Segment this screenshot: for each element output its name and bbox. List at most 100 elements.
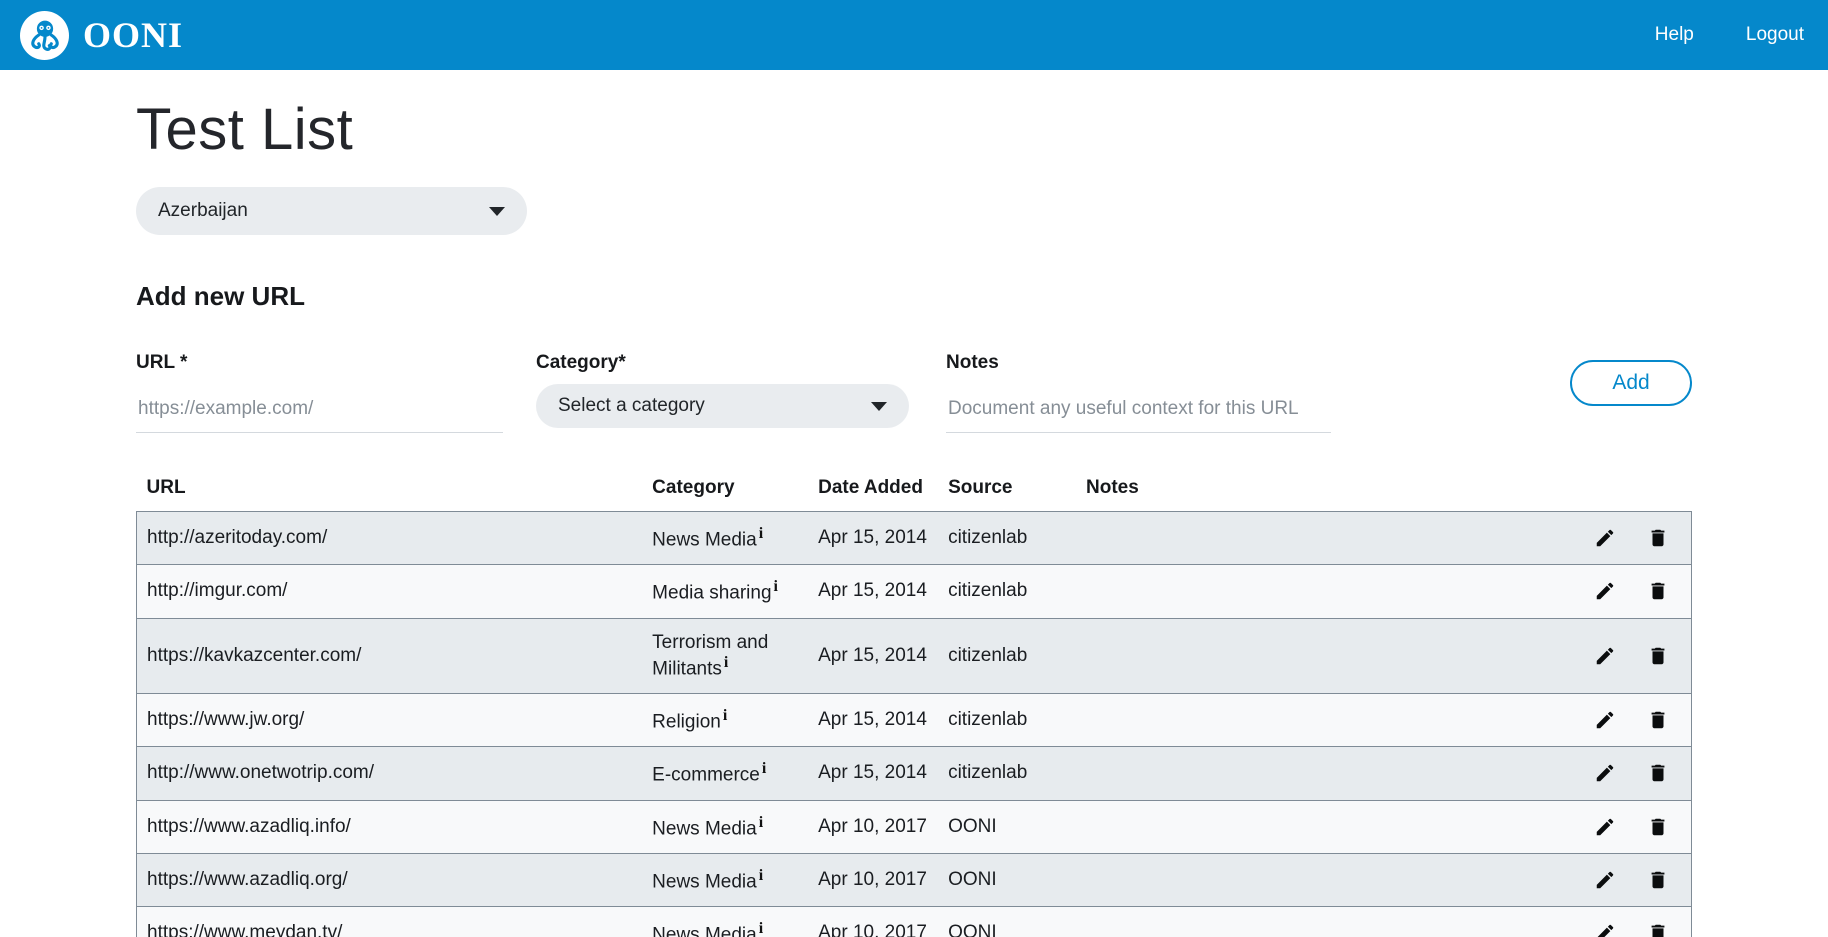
actions-cell xyxy=(1553,693,1692,746)
page-title: Test List xyxy=(136,97,354,162)
info-icon[interactable]: i xyxy=(758,866,764,884)
date-added-cell: Apr 10, 2017 xyxy=(818,922,927,937)
notes-field-group: Notes xyxy=(946,352,1331,433)
app-header: OONI Help Logout xyxy=(0,0,1828,70)
country-select[interactable]: Azerbaijan xyxy=(136,187,527,235)
source-cell: citizenlab xyxy=(948,709,1028,731)
notes-cell xyxy=(1078,747,1552,800)
column-header-date-added: Date Added xyxy=(818,477,923,498)
category-cell: Media sharing i xyxy=(644,565,810,618)
notes-cell xyxy=(1078,693,1552,746)
source-cell: OONI xyxy=(948,869,997,891)
edit-pencil-icon[interactable] xyxy=(1594,527,1616,549)
notes-cell xyxy=(1078,618,1552,693)
add-button[interactable]: Add xyxy=(1570,360,1692,406)
info-icon[interactable]: i xyxy=(773,578,778,596)
url-field-group: URL * xyxy=(136,352,503,433)
url-label: URL * xyxy=(136,352,188,373)
category-cell: News Media i xyxy=(644,907,810,937)
category-cell: News Media i xyxy=(644,512,810,565)
date-added-cell: Apr 10, 2017 xyxy=(818,869,927,891)
add-new-url-heading: Add new URL xyxy=(136,281,305,311)
actions-cell xyxy=(1553,618,1692,693)
info-icon[interactable]: i xyxy=(758,525,764,542)
category-cell: News Media i xyxy=(644,800,810,853)
info-icon[interactable]: i xyxy=(723,653,729,671)
delete-trash-icon[interactable] xyxy=(1647,645,1669,667)
delete-trash-icon[interactable] xyxy=(1647,580,1669,602)
delete-trash-icon[interactable] xyxy=(1647,816,1669,838)
help-link[interactable]: Help xyxy=(1654,24,1694,45)
table-row: https://www.azadliq.info/ News Media i Ap… xyxy=(136,800,1692,854)
table-row: https://www.meydan.tv/ News Media i Apr 1… xyxy=(136,906,1692,937)
edit-pencil-icon[interactable] xyxy=(1594,869,1616,891)
url-cell: http://imgur.com/ xyxy=(147,580,288,602)
actions-cell xyxy=(1553,565,1692,618)
category-text: News Media xyxy=(652,924,757,937)
edit-pencil-icon[interactable] xyxy=(1594,580,1616,602)
info-icon[interactable]: i xyxy=(758,813,764,831)
table-row: https://www.azadliq.org/ News Media i Apr… xyxy=(136,853,1692,907)
url-table-header: URL Category Date Added Source Notes xyxy=(137,467,1692,512)
category-text: Religion xyxy=(652,711,721,733)
edit-pencil-icon[interactable] xyxy=(1594,922,1616,937)
add-url-form: URL * Category* Select a category Notes … xyxy=(136,352,1692,433)
table-row: https://kavkazcenter.com/ Terrorism and … xyxy=(136,618,1692,694)
url-cell: https://www.jw.org/ xyxy=(147,709,305,731)
column-header-actions xyxy=(1553,467,1692,512)
source-cell: OONI xyxy=(948,815,997,837)
main-content: Test List Azerbaijan Add new URL URL * C… xyxy=(0,96,1828,937)
category-select[interactable]: Select a category xyxy=(536,384,909,428)
brand[interactable]: OONI xyxy=(20,10,183,60)
notes-cell xyxy=(1078,512,1552,565)
category-label: Category* xyxy=(536,352,626,373)
url-cell: http://azeritoday.com/ xyxy=(147,527,328,549)
delete-trash-icon[interactable] xyxy=(1647,922,1669,937)
notes-cell xyxy=(1078,565,1552,618)
url-cell: https://www.azadliq.info/ xyxy=(147,815,351,837)
category-cell: Terrorism and Militants i xyxy=(644,618,810,693)
column-header-category: Category xyxy=(652,477,735,498)
actions-cell xyxy=(1553,907,1692,937)
table-row: http://imgur.com/ Media sharing i Apr 15,… xyxy=(136,564,1692,619)
edit-pencil-icon[interactable] xyxy=(1594,709,1616,731)
url-cell: https://www.meydan.tv/ xyxy=(147,922,343,937)
edit-pencil-icon[interactable] xyxy=(1594,816,1616,838)
category-text: News Media xyxy=(652,529,757,551)
info-icon[interactable]: i xyxy=(761,760,767,778)
column-header-url: URL xyxy=(146,477,186,498)
delete-trash-icon[interactable] xyxy=(1647,762,1669,784)
table-row: http://azeritoday.com/ News Media i Apr 1… xyxy=(136,511,1692,565)
chevron-down-icon xyxy=(871,401,887,411)
actions-cell xyxy=(1553,853,1692,906)
info-icon[interactable]: i xyxy=(758,920,764,937)
table-row: http://www.onetwotrip.com/ E-commerce i A… xyxy=(136,746,1692,801)
date-added-cell: Apr 15, 2014 xyxy=(818,527,927,549)
url-cell: https://www.azadliq.org/ xyxy=(147,869,348,891)
notes-cell xyxy=(1078,800,1552,853)
logout-link[interactable]: Logout xyxy=(1745,24,1804,45)
category-cell: Religion i xyxy=(644,693,810,746)
edit-pencil-icon[interactable] xyxy=(1594,762,1616,784)
source-cell: citizenlab xyxy=(948,762,1028,784)
country-select-value: Azerbaijan xyxy=(158,200,248,221)
url-cell: http://www.onetwotrip.com/ xyxy=(147,762,375,784)
url-cell: https://kavkazcenter.com/ xyxy=(147,644,362,666)
edit-pencil-icon[interactable] xyxy=(1594,645,1616,667)
category-cell: News Media i xyxy=(644,853,810,906)
notes-cell xyxy=(1078,907,1552,937)
info-icon[interactable]: i xyxy=(722,706,728,724)
date-added-cell: Apr 15, 2014 xyxy=(818,644,927,666)
notes-input[interactable] xyxy=(946,392,1331,433)
source-cell: OONI xyxy=(948,922,997,937)
ooni-octopus-logo-icon xyxy=(20,10,69,60)
column-header-source: Source xyxy=(948,477,1013,498)
source-cell: citizenlab xyxy=(948,644,1028,666)
delete-trash-icon[interactable] xyxy=(1647,869,1669,891)
delete-trash-icon[interactable] xyxy=(1647,709,1669,731)
notes-cell xyxy=(1078,853,1552,906)
category-cell: E-commerce i xyxy=(644,747,810,800)
delete-trash-icon[interactable] xyxy=(1647,527,1669,549)
url-input[interactable] xyxy=(136,392,503,433)
category-text: News Media xyxy=(652,871,757,893)
